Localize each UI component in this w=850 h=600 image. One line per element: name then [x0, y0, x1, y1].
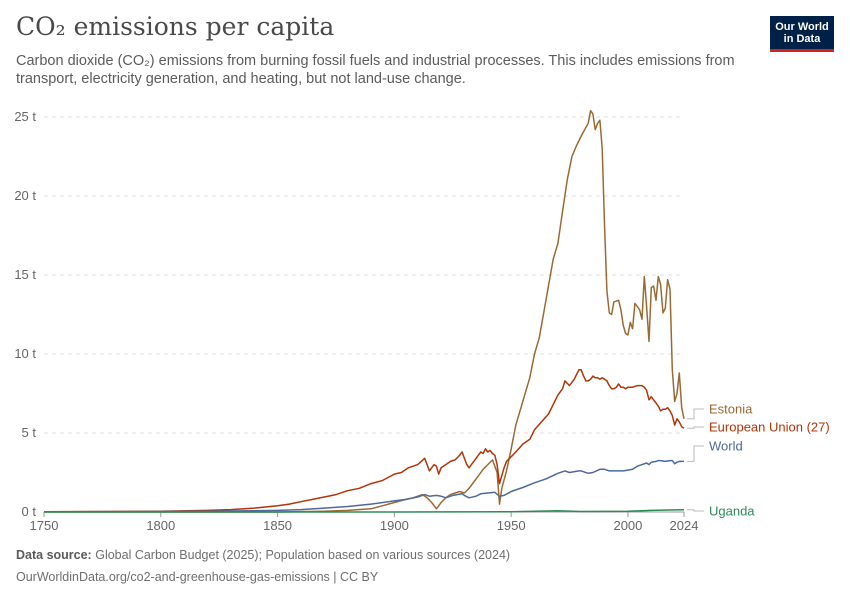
series-line-european-union-27: [43, 369, 685, 513]
source-url[interactable]: OurWorldinData.org/co2-and-greenhouse-ga…: [16, 570, 379, 584]
legend-connector: [687, 509, 704, 512]
owid-logo[interactable]: Our World in Data: [770, 16, 834, 52]
x-tick-label: 1900: [380, 518, 409, 533]
x-tick-label: 1850: [263, 518, 292, 533]
y-tick-label: 25 t: [14, 109, 36, 124]
x-tick-label: 1800: [146, 518, 175, 533]
logo-line-2: in Data: [783, 33, 821, 45]
x-tick-label: 1750: [30, 518, 59, 533]
y-tick-label: 20 t: [14, 188, 36, 203]
legend-label: Estonia: [709, 402, 753, 417]
legend-label: European Union (27): [709, 420, 830, 435]
x-tick-label: 2024: [670, 518, 699, 533]
y-tick-label: 0 t: [22, 504, 37, 519]
logo-line-1: Our World: [775, 21, 829, 33]
legend-connector: [687, 445, 704, 462]
legend-connector: [687, 426, 704, 429]
x-tick-label: 1950: [497, 518, 526, 533]
data-source-label: Data source:: [16, 548, 92, 562]
data-source: Data source: Global Carbon Budget (2025)…: [16, 548, 510, 562]
data-source-text: Global Carbon Budget (2025); Population …: [95, 548, 511, 562]
series-line-world: [43, 459, 684, 513]
x-tick-label: 2000: [613, 518, 642, 533]
series-line-estonia: [44, 109, 685, 513]
y-tick-label: 15 t: [14, 267, 36, 282]
y-tick-label: 10 t: [14, 346, 36, 361]
y-tick-label: 5 t: [22, 425, 37, 440]
series-line-uganda: [44, 509, 685, 513]
chart-title: CO₂ emissions per capita: [16, 12, 335, 41]
line-chart: 0 t 5 t 10 t 15 t 20 t 25 t 1750 1800 1850 1900 19…: [14, 109, 830, 533]
legend-label: World: [709, 439, 743, 454]
chart-subtitle: Carbon dioxide (CO₂) emissions from burn…: [16, 53, 735, 87]
legend-connector: [687, 408, 704, 420]
legend-label: Uganda: [709, 504, 755, 519]
